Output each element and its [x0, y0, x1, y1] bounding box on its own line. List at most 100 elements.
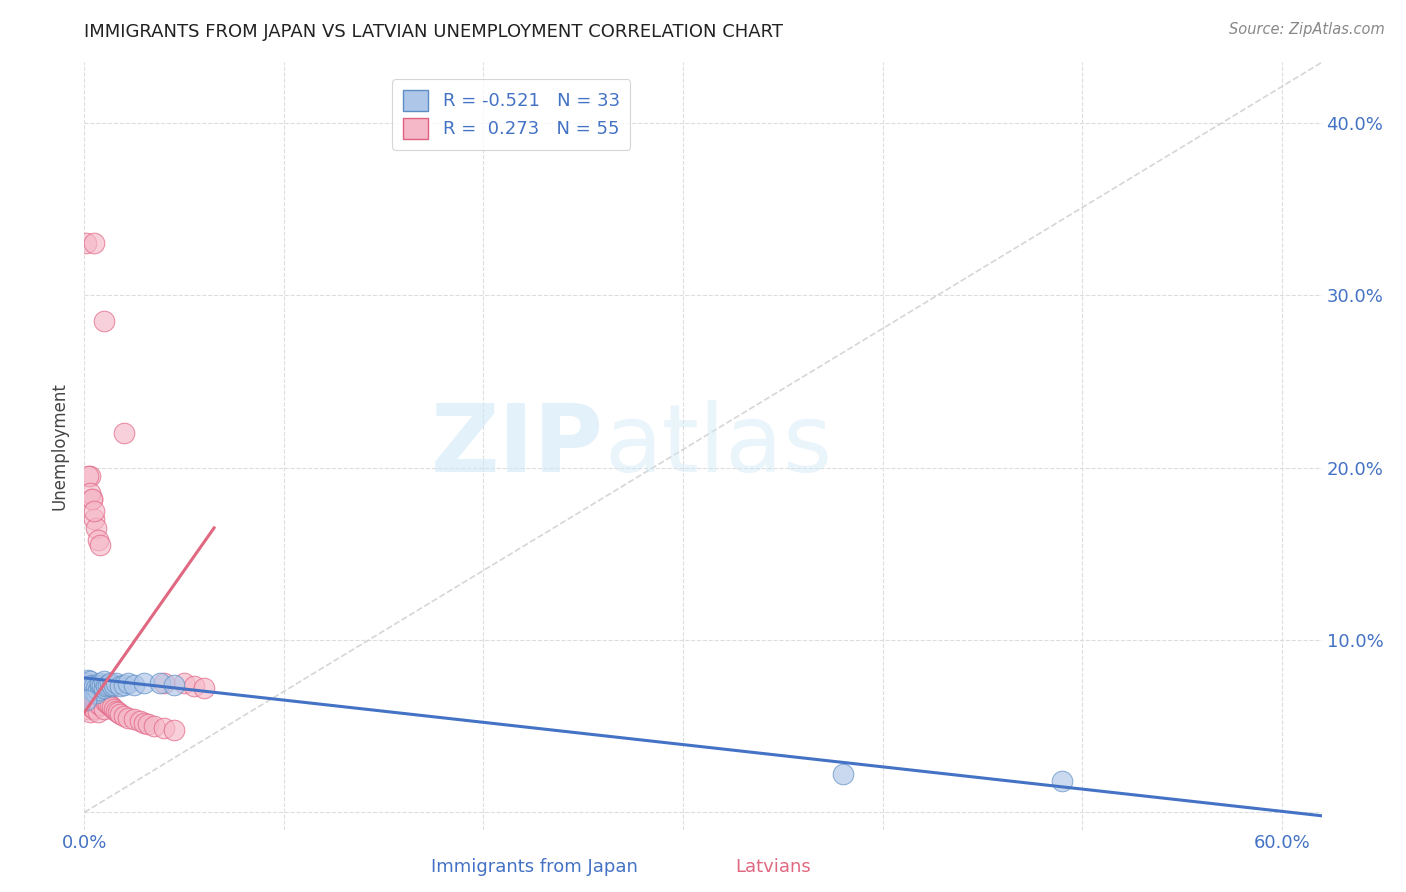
Point: [82, 491, 104, 506]
Point: [134, 676, 156, 690]
Text: atlas: atlas: [605, 400, 832, 492]
Point: [87, 706, 110, 720]
Point: [103, 702, 125, 716]
Point: [93, 681, 115, 696]
Point: [86, 681, 108, 696]
Text: IMMIGRANTS FROM JAPAN VS LATVIAN UNEMPLOYMENT CORRELATION CHART: IMMIGRANTS FROM JAPAN VS LATVIAN UNEMPLO…: [84, 23, 783, 41]
Point: [129, 714, 152, 728]
Point: [82, 682, 104, 697]
Point: [77, 678, 100, 692]
Point: [101, 700, 124, 714]
Point: [107, 706, 129, 720]
Point: [93, 693, 115, 707]
Point: [77, 684, 100, 698]
Text: Latvians: Latvians: [735, 858, 811, 876]
Point: [89, 680, 111, 694]
Point: [83, 684, 105, 698]
Point: [82, 682, 104, 697]
Point: [105, 676, 128, 690]
Point: [79, 674, 101, 689]
Text: Immigrants from Japan: Immigrants from Japan: [430, 858, 638, 876]
Point: [89, 690, 111, 704]
Point: [79, 681, 101, 696]
Point: [112, 426, 135, 441]
Point: [97, 678, 120, 692]
Point: [82, 678, 104, 692]
Point: [91, 691, 114, 706]
Point: [136, 717, 159, 731]
Point: [93, 314, 115, 328]
Point: [83, 503, 105, 517]
Point: [105, 704, 128, 718]
Point: [87, 682, 110, 697]
Point: [75, 676, 97, 690]
Point: [86, 695, 108, 709]
Point: [122, 678, 145, 692]
Text: Source: ZipAtlas.com: Source: ZipAtlas.com: [1229, 22, 1385, 37]
Point: [117, 676, 139, 690]
Point: [103, 678, 125, 692]
Text: ZIP: ZIP: [432, 400, 605, 492]
Point: [87, 533, 110, 547]
Point: [1050, 774, 1073, 789]
Point: [83, 680, 105, 694]
Point: [183, 680, 205, 694]
Point: [112, 678, 135, 692]
Point: [86, 686, 108, 700]
Point: [75, 681, 97, 696]
Point: [163, 678, 186, 692]
Point: [98, 698, 121, 713]
Point: [153, 676, 176, 690]
Point: [98, 676, 121, 690]
Point: [149, 676, 172, 690]
Point: [96, 695, 118, 709]
Point: [163, 723, 186, 737]
Point: [110, 680, 132, 694]
Point: [122, 712, 145, 726]
Point: [75, 693, 97, 707]
Point: [93, 702, 115, 716]
Point: [89, 538, 111, 552]
Point: [96, 680, 118, 694]
Legend: R = -0.521   N = 33, R =  0.273   N = 55: R = -0.521 N = 33, R = 0.273 N = 55: [392, 79, 630, 150]
Point: [134, 715, 156, 730]
Point: [83, 702, 105, 716]
Point: [77, 693, 100, 707]
Point: [79, 486, 101, 500]
Point: [79, 697, 101, 711]
Point: [79, 681, 101, 696]
Point: [83, 236, 105, 251]
Point: [83, 684, 105, 698]
Point: [101, 680, 124, 694]
Point: [82, 691, 104, 706]
Point: [77, 680, 100, 694]
Point: [86, 521, 108, 535]
Point: [93, 674, 115, 689]
Point: [83, 512, 105, 526]
Point: [77, 469, 100, 483]
Point: [82, 491, 104, 506]
Point: [79, 706, 101, 720]
Point: [97, 697, 120, 711]
Point: [82, 700, 104, 714]
Point: [75, 676, 97, 690]
Point: [86, 686, 108, 700]
Point: [75, 236, 97, 251]
Point: [193, 681, 215, 696]
Point: [112, 708, 135, 723]
Point: [79, 469, 101, 483]
Point: [110, 707, 132, 722]
Point: [173, 676, 195, 690]
Point: [83, 693, 105, 707]
Point: [77, 673, 100, 687]
Point: [143, 719, 166, 733]
Point: [87, 697, 110, 711]
Point: [87, 688, 110, 702]
Point: [89, 676, 111, 690]
Point: [117, 710, 139, 724]
Point: [89, 698, 111, 713]
Point: [831, 767, 853, 781]
Point: [75, 688, 97, 702]
Y-axis label: Unemployment: Unemployment: [51, 382, 69, 510]
Point: [153, 721, 176, 735]
